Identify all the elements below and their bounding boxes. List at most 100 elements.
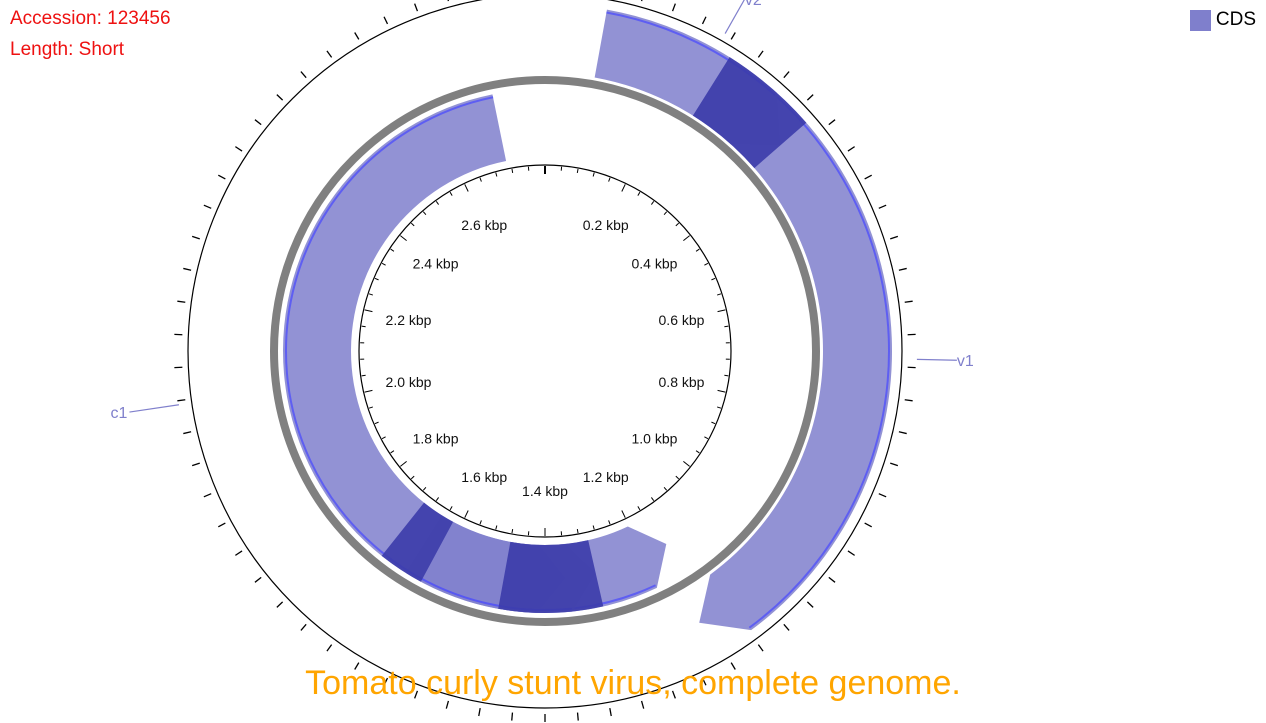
inner-tick [716,293,722,296]
outer-tick [447,0,450,2]
inner-tick [390,248,395,252]
outer-tick [276,601,284,608]
cds-features[interactable] [283,9,892,631]
outer-tick [783,623,790,631]
inner-tick [374,421,379,425]
inner-tick [695,450,700,454]
inner-tick [479,177,482,182]
backbone-ring [270,76,820,626]
outer-tick [235,146,243,152]
ruler-label: 1.6 kbp [461,469,507,485]
inner-tick [650,497,655,501]
outer-tick [878,204,887,209]
ruler-label: 1.4 kbp [522,483,568,499]
outer-tick [203,204,212,209]
outer-tick [878,493,887,498]
inner-tick [511,529,514,534]
inner-tick [464,510,469,518]
inner-tick [422,211,427,216]
outer-ruler [174,0,916,722]
inner-tick [400,235,407,242]
outer-tick [671,690,676,699]
ruler-label: 2.2 kbp [386,312,432,328]
inner-tick [704,262,709,266]
inner-tick [495,172,498,177]
outer-tick [203,493,212,498]
outer-tick [191,462,200,467]
inner-tick [479,520,482,525]
outer-tick [576,712,579,721]
outer-tick [828,119,836,126]
inner-tick [511,168,514,173]
inner-tick [576,529,579,534]
inner-tick [637,506,641,511]
legend-cds-swatch [1189,9,1211,31]
outer-tick [177,399,186,402]
outer-tick [757,644,764,652]
outer-tick [383,16,389,25]
inner-tick [621,510,626,518]
inner-tick [435,201,440,205]
inner-tick [683,235,690,242]
outer-tick [478,708,481,717]
outer-tick [217,522,226,528]
length-label: Length: Short [10,39,125,60]
inner-tick [621,184,626,192]
ruler-label: 0.2 kbp [583,217,629,233]
inner-tick [711,277,716,281]
genome-title: Tomato curly stunt virus, complete genom… [305,664,961,702]
label-leader [916,358,957,361]
outer-tick [864,522,873,528]
genome-backbone [270,76,820,626]
inner-tick [675,475,680,480]
outer-tick [701,677,707,686]
inner-tick [663,486,668,491]
outer-tick [671,3,676,12]
outer-tick [783,71,790,79]
legend: CDS [1189,9,1256,31]
inner-tick [637,191,641,196]
label-leader [724,0,745,34]
inner-tick [724,325,729,328]
inner-tick [608,177,611,182]
outer-tick [326,644,333,652]
ruler-label: 0.6 kbp [659,312,705,328]
outer-tick [235,550,243,556]
outer-tick [898,431,907,435]
inner-tick [361,374,366,377]
inner-ruler: 0.2 kbp 0.4 kbp 0.6 kbp 0.8 kbp 1.0 kbp 1.2 k… [358,164,732,538]
cds-arrow-v1[interactable] [692,57,892,631]
outer-tick [701,16,707,25]
inner-tick [381,262,386,266]
inner-tick [717,309,726,313]
outer-tick [806,94,814,101]
outer-tick [730,32,736,40]
outer-tick [326,50,333,58]
inner-tick [410,222,415,227]
feature-labels: v1 v2 c1 [111,0,974,422]
inner-tick [390,450,395,454]
inner-tick [716,406,722,409]
overlap-reverse-b [381,502,454,582]
inner-ring [358,164,732,538]
ruler-label: 2.0 kbp [386,374,432,390]
outer-tick [354,662,360,670]
cds-arrow-c1[interactable] [283,94,566,613]
outer-tick [640,700,645,709]
ruler-label: 1.8 kbp [413,430,459,446]
outer-tick [511,712,514,721]
inner-tick [675,222,680,227]
outer-tick [183,431,192,435]
outer-tick [730,662,736,670]
feature-label-v1: v1 [957,353,974,370]
inner-tick [464,184,469,192]
legend-cds-label: CDS [1215,9,1256,30]
outer-tick [609,708,612,717]
outer-tick [847,550,855,556]
outer-tick [904,300,913,303]
outer-tick [757,50,764,58]
inner-tick [368,293,374,296]
outer-tick [276,94,284,101]
